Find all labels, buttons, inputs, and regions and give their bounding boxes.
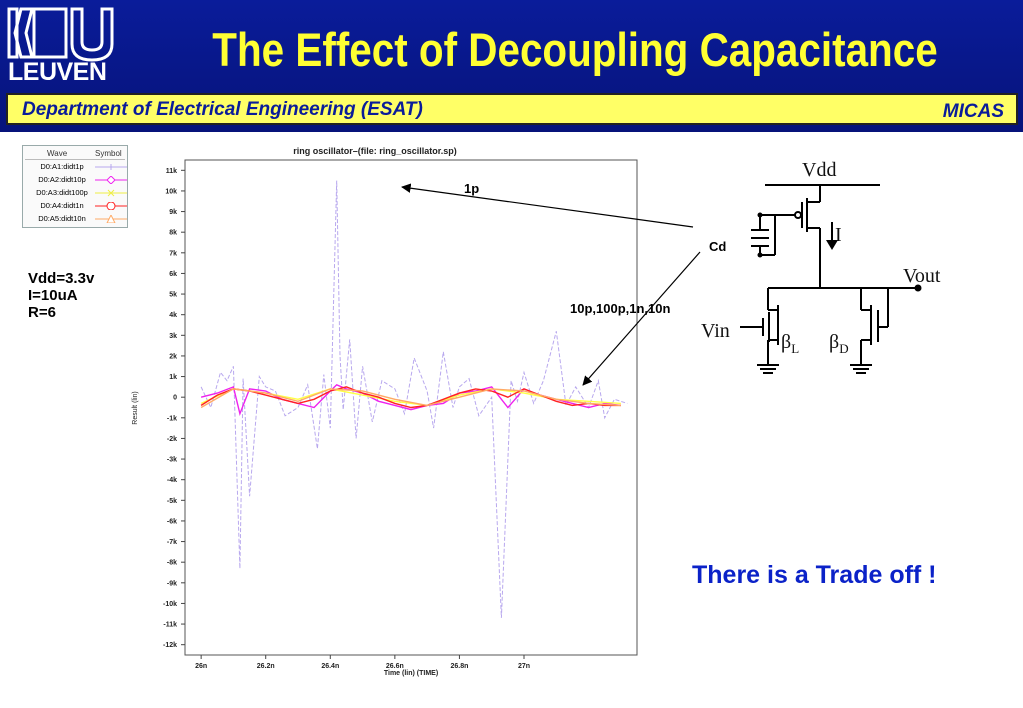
chart-legend: Wave Symbol D0:A1:didt1p D0:A2:didt10p D… <box>22 145 128 228</box>
y-tick-label: 4k <box>169 312 177 319</box>
y-tick-label: 1k <box>169 374 177 381</box>
y-axis: 11k 10k 9k 8k 7k 6k 5k 4k 3k 2k 1k 0 -1k -2k -3k -4k -5k… <box>163 168 185 649</box>
y-tick-label: 9k <box>169 209 177 216</box>
param-resistance: R=6 <box>28 304 56 321</box>
y-tick-label: -11k <box>163 622 177 629</box>
y-tick-label: -10k <box>163 601 177 608</box>
y-tick-label: 3k <box>169 333 177 340</box>
logo-text: LEUVEN <box>8 58 107 86</box>
legend-header-symbol: Symbol <box>95 149 122 158</box>
x-tick-label: 26.2n <box>257 663 275 670</box>
y-tick-label: -4k <box>167 477 177 484</box>
legend-item-label: D0:A2:didt10p <box>38 175 86 184</box>
series-line <box>200 388 621 409</box>
triangle-symbol-icon <box>95 215 127 223</box>
y-tick-label: -7k <box>167 539 177 546</box>
series-line <box>200 386 621 409</box>
y-tick-label: 2k <box>169 353 177 360</box>
plus-symbol-icon <box>95 164 127 170</box>
y-tick-label: -12k <box>163 642 177 649</box>
ring-oscillator-chart: ring oscillator–(file: ring_oscillator.s… <box>132 146 638 677</box>
slide-title: The Effect of Decoupling Capacitance <box>212 23 938 76</box>
vdd-label: Vdd <box>802 159 836 181</box>
trade-off-statement: There is a Trade off ! <box>692 561 937 589</box>
beta-l-label: βL <box>781 331 799 356</box>
legend-item-label: D0:A1:didt1p <box>40 162 84 171</box>
y-tick-label: -3k <box>167 457 177 464</box>
vin-label: Vin <box>701 320 730 342</box>
department-name: Department of Electrical Engineering (ES… <box>22 99 423 120</box>
y-tick-label: 5k <box>169 292 177 299</box>
y-tick-label: -2k <box>167 436 177 443</box>
x-axis-label: Time (lin) (TIME) <box>384 670 438 677</box>
param-current: I=10uA <box>28 287 78 304</box>
chart-series <box>200 180 628 618</box>
series-line <box>200 180 628 618</box>
current-label: I <box>835 224 842 246</box>
x-tick-label: 26.6n <box>386 663 404 670</box>
y-tick-label: -1k <box>167 415 177 422</box>
y-tick-label: 11k <box>166 168 177 175</box>
legend-item-label: D0:A4:didt1n <box>40 201 84 210</box>
y-axis-label: Result (lin) <box>132 391 139 424</box>
vout-label: Vout <box>903 265 941 287</box>
decoupling-circuit-diagram: Vdd I Vout Vin βL βD <box>701 159 941 374</box>
y-tick-label: 6k <box>169 271 177 278</box>
y-tick-label: -8k <box>167 560 177 567</box>
legend-header-wave: Wave <box>47 149 68 158</box>
diamond-symbol-icon <box>95 176 127 184</box>
group-name: MICAS <box>942 101 1004 122</box>
department-bar: Department of Electrical Engineering (ES… <box>6 93 1018 125</box>
chart-title: ring oscillator–(file: ring_oscillator.s… <box>293 146 457 156</box>
param-vdd: Vdd=3.3v <box>28 270 95 287</box>
legend-item-label: D0:A3:didt100p <box>36 188 88 197</box>
x-tick-label: 26n <box>195 663 207 670</box>
beta-d-label: βD <box>829 331 849 356</box>
circle-symbol-icon <box>95 202 127 210</box>
y-tick-label: -9k <box>167 580 177 587</box>
slide-header: LEUVEN The Effect of Decoupling Capacita… <box>0 0 1023 132</box>
y-tick-label: -6k <box>167 518 177 525</box>
x-tick-label: 27n <box>518 663 530 670</box>
y-tick-label: 0 <box>173 395 177 402</box>
y-tick-label: 7k <box>169 250 177 257</box>
y-tick-label: 10k <box>165 188 177 195</box>
legend-item-label: D0:A5:didt10n <box>38 214 86 223</box>
y-tick-label: 8k <box>169 230 177 237</box>
x-tick-label: 26.4n <box>321 663 339 670</box>
y-tick-label: -5k <box>167 498 177 505</box>
x-tick-label: 26.8n <box>450 663 468 670</box>
cross-symbol-icon <box>95 189 127 197</box>
simulation-parameters: Vdd=3.3v I=10uA R=6 <box>28 270 94 321</box>
ku-leuven-logo-icon <box>7 7 114 62</box>
x-axis: 26n 26.2n 26.4n 26.6n 26.8n 27n <box>195 655 530 670</box>
